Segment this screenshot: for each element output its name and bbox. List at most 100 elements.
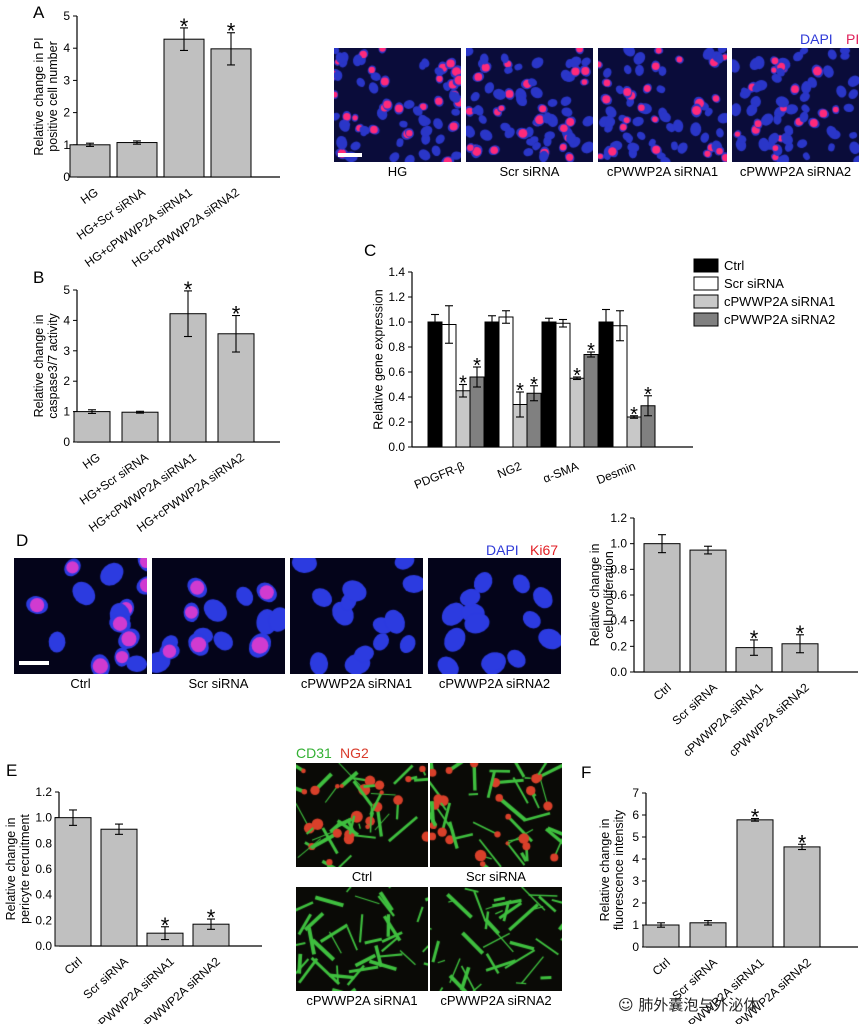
panel-letters: A B C D E F [6, 3, 591, 782]
y-tick-label-E-2: 0.4 [35, 888, 52, 902]
micrograph-a-hg [334, 48, 461, 162]
y-tick-label-C-0: 0.0 [388, 440, 405, 454]
bar-D-1 [689, 549, 727, 673]
watermark-icon: ☺ [618, 996, 639, 1014]
y-tick-label-D-0: 0.0 [610, 665, 627, 679]
micrograph-e-si2 [430, 887, 562, 991]
y-tick-label-B-4: 4 [63, 313, 70, 327]
y-tick-label-F-0: 0 [632, 940, 639, 954]
significance-star-C-2-2: * [573, 365, 581, 387]
bar-C-0-2 [455, 390, 471, 448]
x-tick-label-C-0: PDGFR-β [412, 459, 466, 492]
caption-a-si2: cPWWP2A siRNA2 [739, 164, 852, 179]
caption-e-si1: cPWWP2A siRNA1 [306, 993, 418, 1008]
bar-C-3-0 [598, 321, 614, 448]
y-tick-label-D-5: 1.0 [610, 537, 627, 551]
y-axis-label-line-E-0: Relative change in [4, 818, 18, 921]
y-tick-label-F-1: 1 [632, 918, 639, 932]
legend-label-1: Scr siRNA [724, 276, 784, 291]
significance-star-F-2: * [751, 805, 760, 830]
legend-a-pi: PI [846, 31, 859, 47]
y-tick-label-C-1: 0.2 [388, 415, 405, 429]
y-axis-label-line-E-1: pericyte recruitment [18, 814, 32, 924]
significance-star-C-3-3: * [644, 384, 652, 406]
y-tick-label-D-4: 0.8 [610, 562, 627, 576]
bar-A-1 [116, 142, 158, 178]
y-tick-label-C-7: 1.4 [388, 265, 405, 279]
y-tick-label-A-3: 3 [63, 73, 70, 87]
bar-B-0 [73, 411, 111, 443]
caption-d-si1: cPWWP2A siRNA1 [300, 676, 413, 691]
micrograph-e-ctrl [296, 763, 428, 867]
significance-star-D-3: * [796, 621, 805, 646]
micrograph-e-scr [430, 763, 562, 867]
legend-d: DAPI Ki67 [486, 542, 558, 558]
y-axis-label-C: Relative gene expression [371, 289, 385, 429]
chart-e: 0.0 0.2 0.4 0.6 0.8 1.0 1.2 Relative change inp… [4, 785, 262, 1024]
y-axis-label-line-A-0: Relative change in PI [32, 37, 46, 155]
micrograph-d-si2 [428, 558, 561, 674]
y-tick-label-F-4: 4 [632, 852, 639, 866]
scale-bar-d [19, 661, 49, 665]
y-tick-label-E-3: 0.6 [35, 862, 52, 876]
y-tick-label-F-2: 2 [632, 896, 639, 910]
legend-e-ng2: NG2 [340, 745, 369, 761]
chart-f: 0 1 2 3 4 5 6 7 Relative change influorescence i… [598, 786, 858, 1024]
bar-E-1 [100, 828, 138, 947]
significance-star-C-2-3: * [587, 340, 595, 362]
micrograph-a-si2 [732, 48, 859, 162]
caption-a-hg: HG [387, 164, 408, 179]
caption-d-si2: cPWWP2A siRNA2 [438, 676, 551, 691]
y-tick-label-A-1: 1 [63, 138, 70, 152]
significance-star-E-2: * [161, 913, 170, 938]
y-tick-label-F-7: 7 [632, 786, 639, 800]
caption-a-si1: cPWWP2A siRNA1 [606, 164, 719, 179]
panel-letter-d: D [16, 531, 28, 550]
y-tick-label-B-1: 1 [63, 405, 70, 419]
significance-star-C-1-2: * [516, 380, 524, 402]
legend-swatch-3 [693, 312, 719, 327]
y-axis-label-line-F-0: Relative change in [598, 819, 612, 922]
bar-C-2-1 [555, 322, 571, 448]
caption-a-scr: Scr siRNA [499, 164, 560, 179]
x-tick-label-C-1: NG2 [495, 459, 523, 481]
bar-C-1-0 [484, 321, 500, 448]
significance-star-B-2: * [184, 277, 193, 302]
bar-F-0 [642, 924, 680, 948]
y-tick-label-D-2: 0.4 [610, 614, 627, 628]
y-axis-label-line-A-1: positive cell number [46, 41, 60, 151]
significance-star-A-3: * [227, 19, 236, 44]
bar-F-3 [783, 846, 821, 948]
caption-e-ctrl: Ctrl [351, 869, 373, 884]
legend-swatch-0 [693, 258, 719, 273]
y-tick-label-D-6: 1.2 [610, 511, 627, 525]
y-tick-label-E-0: 0.0 [35, 939, 52, 953]
caption-d-scr: Scr siRNA [188, 676, 249, 691]
significance-star-F-3: * [798, 830, 807, 855]
scale-bar-a [338, 153, 362, 157]
bar-F-1 [689, 922, 727, 948]
y-axis-label-line-B-1: caspase3/7 activity [46, 312, 60, 418]
y-tick-label-D-1: 0.2 [610, 639, 627, 653]
bar-D-0 [643, 543, 681, 673]
y-axis-label-E: Relative change inpericyte recruitment [4, 814, 32, 924]
bar-C-3-1 [612, 325, 628, 448]
y-tick-label-B-5: 5 [63, 283, 70, 297]
x-tick-label-D-0: Ctrl [651, 680, 674, 703]
legend-a-dapi: DAPI [800, 31, 833, 47]
significance-star-C-0-3: * [473, 355, 481, 377]
y-tick-label-A-2: 2 [63, 106, 70, 120]
x-tick-label-E-3: cPWWP2A siRNA2 [137, 954, 223, 1024]
panel-letter-b: B [33, 268, 44, 287]
caption-e-scr: Scr siRNA [466, 869, 526, 884]
y-tick-label-E-1: 0.2 [35, 913, 52, 927]
y-axis-label-F: Relative change influorescence intensity [598, 809, 626, 930]
bar-C-2-3 [583, 354, 599, 448]
panel-letter-e: E [6, 761, 17, 780]
micrograph-d-ctrl [14, 558, 147, 674]
significance-star-E-3: * [207, 905, 216, 930]
legend-label-0: Ctrl [724, 258, 744, 273]
